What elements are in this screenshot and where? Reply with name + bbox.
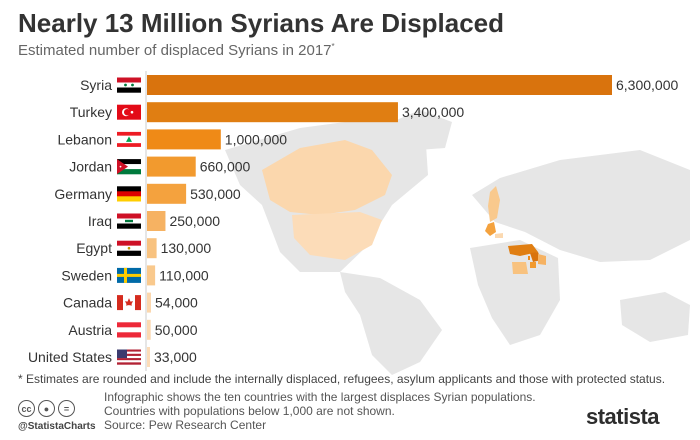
chart-note-line-2: Countries with populations below 1,000 a… <box>104 404 395 418</box>
map-sweden <box>488 186 500 222</box>
bar-united-states <box>147 347 150 367</box>
statista-logo: statista <box>586 404 660 429</box>
map-iraq <box>538 254 546 265</box>
value-label-canada: 54,000 <box>155 295 198 311</box>
austria-flag-icon <box>117 322 141 338</box>
attribution-icon: ● <box>38 400 55 417</box>
category-label-syria: Syria <box>80 77 112 93</box>
subtitle-text: Estimated number of displaced Syrians in… <box>18 42 332 59</box>
map-canada <box>262 140 392 215</box>
bar-turkey <box>147 102 398 123</box>
category-label-jordan: Jordan <box>69 159 112 175</box>
jordan-flag-icon <box>117 159 141 175</box>
category-label-austria: Austria <box>68 322 112 338</box>
bar-canada <box>147 292 151 313</box>
value-label-jordan: 660,000 <box>200 159 251 175</box>
value-label-egypt: 130,000 <box>161 240 212 256</box>
chart-note-line-1: Infographic shows the ten countries with… <box>104 390 536 404</box>
cc-icon: cc <box>18 400 35 417</box>
category-label-united-states: United States <box>28 349 112 365</box>
bar-iraq <box>147 211 166 231</box>
footnote: * Estimates are rounded and include the … <box>18 372 666 386</box>
no-derivatives-icon: = <box>58 400 75 417</box>
sweden-flag-icon <box>117 267 141 283</box>
chart-subtitle: Estimated number of displaced Syrians in… <box>18 42 335 59</box>
egypt-flag-icon <box>117 240 141 256</box>
map-austria <box>495 233 503 238</box>
value-label-austria: 50,000 <box>155 322 198 338</box>
bar-jordan <box>147 156 196 177</box>
value-label-iraq: 250,000 <box>169 213 220 229</box>
lebanon-flag-icon <box>117 131 141 147</box>
category-label-iraq: Iraq <box>88 213 112 229</box>
highlighted-countries <box>262 140 546 274</box>
value-label-united-states: 33,000 <box>154 349 197 365</box>
value-label-turkey: 3,400,000 <box>402 104 464 120</box>
canada-flag-icon <box>117 295 141 311</box>
map-germany <box>485 222 496 236</box>
social-handle: @StatistaCharts <box>18 421 96 432</box>
category-label-sweden: Sweden <box>61 267 112 283</box>
value-label-germany: 530,000 <box>190 186 241 202</box>
bars-layer: Syria 6,300,000 Turkey 3,400,000 Lebanon 1,00… <box>28 71 678 371</box>
bar-lebanon <box>147 129 221 150</box>
syria-flag-icon <box>117 77 141 93</box>
map-jordan <box>530 262 536 268</box>
category-label-egypt: Egypt <box>76 240 112 256</box>
category-label-lebanon: Lebanon <box>57 131 112 147</box>
value-label-lebanon: 1,000,000 <box>225 131 287 147</box>
category-label-turkey: Turkey <box>70 104 112 120</box>
bar-germany <box>147 183 187 204</box>
iraq-flag-icon <box>117 213 141 229</box>
bar-egypt <box>147 238 157 259</box>
chart-note: Infographic shows the ten countries with… <box>104 390 536 418</box>
bar-sweden <box>147 265 156 286</box>
value-label-syria: 6,300,000 <box>616 77 678 93</box>
subtitle-footnote-marker: * <box>331 42 335 51</box>
germany-flag-icon <box>117 186 141 202</box>
source: Source: Pew Research Center <box>104 418 267 432</box>
chart-title: Nearly 13 Million Syrians Are Displaced <box>18 8 505 38</box>
bar-syria <box>147 75 612 95</box>
map-united-states <box>292 212 382 260</box>
bar-austria <box>147 319 151 340</box>
map-egypt <box>512 262 528 274</box>
category-label-canada: Canada <box>63 295 112 311</box>
map-lebanon <box>528 256 530 260</box>
license-icons: cc ● = <box>18 400 75 417</box>
category-label-germany: Germany <box>54 186 112 202</box>
value-label-sweden: 110,000 <box>159 267 209 283</box>
usa-flag-icon <box>117 349 141 365</box>
turkey-flag-icon <box>117 104 141 120</box>
